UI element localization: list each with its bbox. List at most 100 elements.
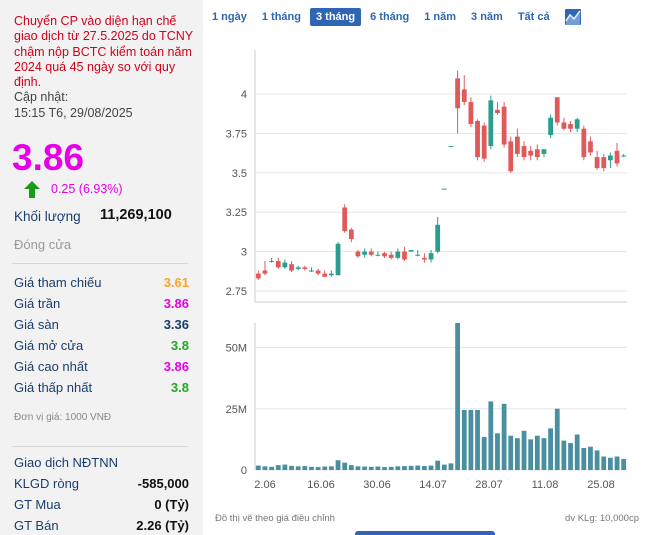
volume-tick-label: 25M <box>226 404 247 416</box>
sell-value: 2.26 (Tỷ) <box>136 518 189 533</box>
volume-label: Khối lượng <box>14 209 81 224</box>
volume-bar <box>422 466 427 470</box>
volume-bar <box>495 433 500 470</box>
price-tick-label: 3.75 <box>226 128 247 140</box>
x-tick-label: 11.08 <box>532 479 559 491</box>
divider <box>12 446 188 447</box>
volume-bar <box>309 466 314 470</box>
price-unit-note: Đơn vị giá: 1000 VNĐ <box>14 412 112 423</box>
volume-bar <box>554 408 560 470</box>
x-tick-label: 14.07 <box>419 479 447 491</box>
candle-body <box>428 253 434 260</box>
candle-body <box>282 262 288 268</box>
volume-bar <box>581 447 587 470</box>
candle-body <box>528 150 534 156</box>
tab-3-years[interactable]: 3 năm <box>471 11 503 23</box>
candle-body <box>408 250 414 252</box>
volume-bar <box>608 457 613 470</box>
volume-tick-label: 0 <box>241 465 247 477</box>
candle-body <box>621 155 627 157</box>
net-volume-label: KLGD ròng <box>14 476 80 491</box>
volume-bar <box>382 467 387 470</box>
candle-body <box>441 188 447 190</box>
candle-body <box>355 251 361 257</box>
volume-bar <box>435 460 441 470</box>
volume-bar <box>561 440 567 470</box>
volume-bar <box>255 465 261 470</box>
price-tick-label: 2.75 <box>226 286 247 298</box>
price-tick-label: 3.25 <box>226 207 247 219</box>
open-price-value: 3.8 <box>170 338 189 353</box>
net-volume-value: -585,000 <box>137 476 189 491</box>
volume-bar <box>588 446 593 470</box>
buy-value: 0 (Tỷ) <box>154 497 189 512</box>
tab-1-day[interactable]: 1 ngày <box>212 11 247 23</box>
candle-body <box>309 270 314 272</box>
current-price: 3.86 <box>12 137 85 178</box>
volume-bar <box>402 466 407 470</box>
volume-bar <box>601 456 607 470</box>
volume-bar <box>441 464 447 470</box>
floor-price-value: 3.36 <box>163 317 189 332</box>
tab-1-month[interactable]: 1 tháng <box>261 11 301 23</box>
volume-bar <box>348 465 354 470</box>
close-status: Đóng cửa <box>14 237 72 252</box>
volume-bar <box>262 466 268 470</box>
volume-bar <box>614 456 620 470</box>
volume-bar <box>455 323 460 470</box>
candle-body <box>435 224 441 252</box>
volume-bar <box>574 434 580 470</box>
chart-note-volume-unit: dv KLg: 10,000cp <box>565 513 639 524</box>
x-tick-label: 16.06 <box>307 479 335 491</box>
x-tick-label: 25.08 <box>587 479 615 491</box>
candle-body <box>568 124 573 129</box>
price-tick-label: 3.5 <box>232 168 247 180</box>
candle-body <box>402 251 407 260</box>
trading-restriction-notice: Chuyển CP vào diện hạn chế giao dịch từ … <box>14 14 193 90</box>
volume-bar <box>501 403 507 470</box>
foreign-trading-title: Giao dịch NĐTNN <box>14 455 119 470</box>
volume-bar <box>448 463 454 470</box>
candle-body <box>475 120 480 158</box>
divider <box>12 263 188 264</box>
low-price-label: Giá thấp nhất <box>14 380 93 395</box>
tab-6-months[interactable]: 6 tháng <box>370 11 410 23</box>
candle-body <box>348 229 354 239</box>
ref-price-label: Giá tham chiếu <box>14 275 102 290</box>
candle-body <box>335 243 341 276</box>
price-tick-label: 3 <box>241 247 247 259</box>
candle-body <box>315 270 321 274</box>
low-price-value: 3.8 <box>170 380 189 395</box>
tab-all[interactable]: Tất cả <box>517 11 550 23</box>
candle-body <box>289 264 294 271</box>
volume-bar <box>481 436 487 470</box>
volume-bar <box>289 465 294 470</box>
candle-body <box>534 149 540 158</box>
chart-type-icon[interactable] <box>564 9 581 25</box>
candle-body <box>368 251 374 255</box>
candle-body <box>501 106 507 145</box>
volume-bar <box>282 464 288 470</box>
volume-bar <box>594 450 600 470</box>
volume-tick-label: 50M <box>226 343 247 355</box>
candle-body <box>548 117 553 136</box>
candle-body <box>295 267 301 269</box>
tab-3-months[interactable]: 3 tháng <box>309 8 362 26</box>
price-change: 0.25 (6.93%) <box>51 182 123 196</box>
volume-bar <box>508 435 514 470</box>
candle-body <box>594 157 600 169</box>
volume-bar <box>368 466 374 470</box>
volume-value: 11,269,100 <box>100 207 172 223</box>
volume-bar <box>275 465 281 470</box>
candle-body <box>342 207 348 232</box>
candle-body <box>448 146 454 148</box>
candle-body <box>495 109 500 113</box>
volume-bar <box>295 466 301 470</box>
price-tick-label: 4 <box>241 89 247 101</box>
tab-1-year[interactable]: 1 năm <box>424 11 457 23</box>
candle-body <box>269 261 274 263</box>
candle-body <box>375 254 381 256</box>
candle-body <box>322 273 328 277</box>
volume-bar <box>322 466 328 470</box>
